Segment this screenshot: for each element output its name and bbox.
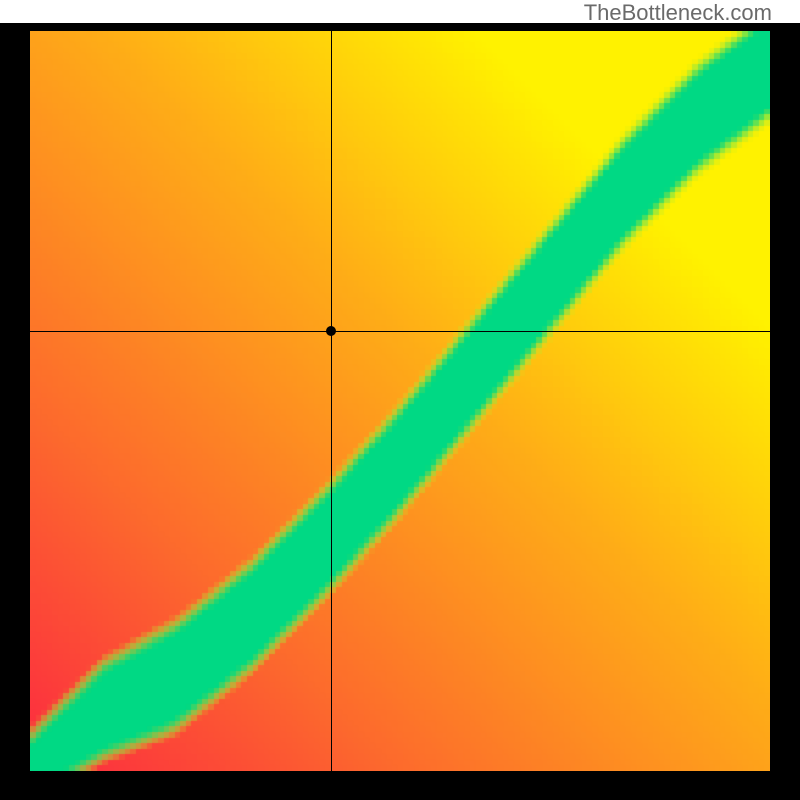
crosshair-vertical	[331, 31, 332, 771]
bottleneck-heatmap	[30, 31, 770, 771]
watermark-text: TheBottleneck.com	[584, 0, 772, 26]
crosshair-horizontal	[30, 331, 770, 332]
crosshair-marker	[326, 326, 336, 336]
